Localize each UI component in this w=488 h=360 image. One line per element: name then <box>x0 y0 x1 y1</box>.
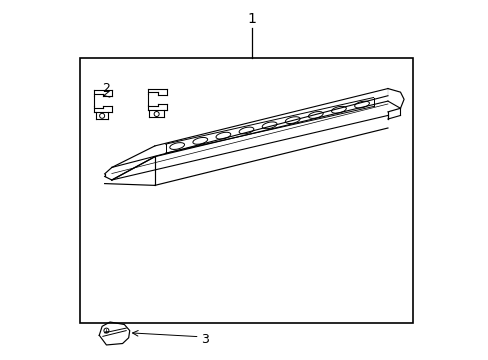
Text: 3: 3 <box>201 333 209 346</box>
Text: 1: 1 <box>247 12 256 26</box>
Text: 2: 2 <box>102 82 110 95</box>
Bar <box>80 58 412 323</box>
